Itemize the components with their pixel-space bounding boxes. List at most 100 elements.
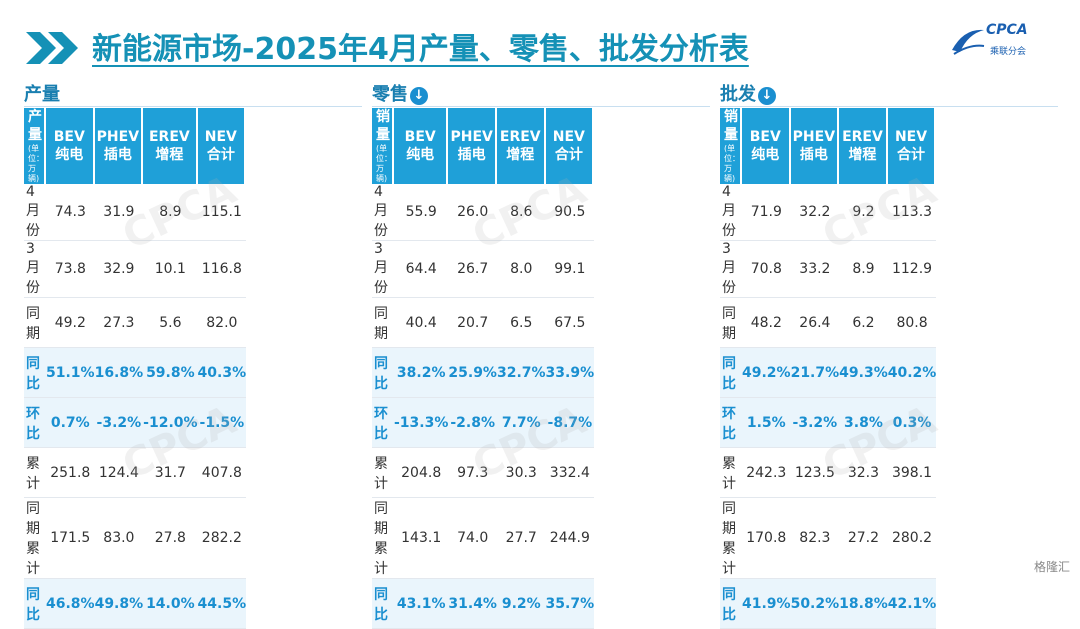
table-cell: 0.7% [46, 398, 95, 448]
data-table: 销量 (单位：万辆) BEV 纯电 PHEV 插电 EREV 增程 NEV 合计 4月份 71.9 32… [720, 108, 937, 629]
table-cell: 40.4 [394, 298, 449, 348]
table-cell: -3.2% [790, 398, 840, 448]
table-cell: 3.8% [839, 398, 888, 448]
arrow-down-circle-icon: ↓ [410, 87, 428, 105]
table-cell: 48.2 [742, 298, 791, 348]
table-row: 4月份 55.9 26.0 8.6 90.5 [372, 184, 595, 241]
table-cell: 21.7% [790, 348, 840, 398]
column-header-line2: 合计 [206, 147, 235, 163]
table-cell: 55.9 [394, 184, 449, 241]
page-title: 新能源市场-2025年4月产量、零售、批发分析表 [92, 32, 749, 67]
table-cell: 123.5 [790, 448, 840, 498]
column-header: PHEV 插电 [448, 108, 497, 184]
title-bar: 新能源市场-2025年4月产量、零售、批发分析表 CPCA 乘联分会 [20, 20, 1070, 70]
table-row: 4月份 74.3 31.9 8.9 115.1 [24, 184, 247, 241]
table-cell: 251.8 [46, 448, 95, 498]
table-cell: 31.7 [143, 448, 198, 498]
section-label: 零售 ↓ [372, 80, 428, 105]
table-cell: 115.1 [197, 184, 247, 241]
table-cell: 113.3 [887, 184, 937, 241]
column-header-line1: 销量 [376, 109, 390, 143]
table-row: 同期累计 171.5 83.0 27.8 282.2 [24, 498, 247, 579]
column-header-line2: 合计 [554, 147, 583, 163]
column-header-line1: BEV [749, 129, 781, 145]
table-cell: 0.3% [887, 398, 937, 448]
header-row: 销量 (单位：万辆) BEV 纯电 PHEV 插电 EREV 增程 NEV 合计 [372, 108, 595, 184]
table-cell: 32.7% [496, 348, 546, 398]
table-cell: 40.2% [887, 348, 937, 398]
column-header-line1: BEV [53, 129, 85, 145]
table-cell: 97.3 [448, 448, 497, 498]
table-cell: 82.3 [790, 498, 840, 579]
double-chevron-icon [26, 32, 78, 64]
table-cell: 5.6 [143, 298, 198, 348]
table-cell: 40.3% [197, 348, 247, 398]
section-divider [372, 106, 710, 107]
column-header: BEV 纯电 [46, 108, 95, 184]
column-header-line2: 插电 [103, 147, 132, 163]
table-row: 同期 48.2 26.4 6.2 80.8 [720, 298, 937, 348]
column-header: 销量 (单位：万辆) [372, 108, 394, 184]
table-row: 同期 49.2 27.3 5.6 82.0 [24, 298, 247, 348]
table-cell: 244.9 [545, 498, 595, 579]
table-cell: 7.7% [496, 398, 546, 448]
footer-watermark: 格隆汇 [1033, 560, 1070, 574]
table-cell: 27.8 [143, 498, 198, 579]
table-cell: 116.8 [197, 241, 247, 298]
table-cell: 407.8 [197, 448, 247, 498]
table-cell: 8.9 [839, 241, 888, 298]
table-cell: 32.2 [790, 184, 840, 241]
logo-text: CPCA [986, 22, 1028, 38]
column-header-line1: PHEV [792, 129, 836, 145]
table-cell: 32.3 [839, 448, 888, 498]
section-label-text: 批发 [720, 84, 756, 105]
table-cell: 6.2 [839, 298, 888, 348]
table-row: 同期 40.4 20.7 6.5 67.5 [372, 298, 595, 348]
column-header-line1: BEV [404, 129, 436, 145]
column-header: BEV 纯电 [394, 108, 449, 184]
column-header: PHEV 插电 [94, 108, 144, 184]
table-cell: 143.1 [394, 498, 449, 579]
column-header-line2: 增程 [506, 147, 535, 163]
column-header-line2: 纯电 [55, 147, 84, 163]
table-row: 同期累计 170.8 82.3 27.2 280.2 [720, 498, 937, 579]
table-row: 环比 1.5% -3.2% 3.8% 0.3% [720, 398, 937, 448]
table-cell: 33.9% [545, 348, 595, 398]
table-cell: 80.8 [887, 298, 937, 348]
table-cell: 31.9 [94, 184, 144, 241]
row-label: 3月份 [720, 241, 742, 298]
column-header-line2: (单位：万辆) [28, 144, 44, 183]
column-header-line2: 增程 [155, 147, 184, 163]
logo-subtext: 乘联分会 [990, 47, 1027, 57]
table-cell: 99.1 [545, 241, 595, 298]
table-cell: 33.2 [790, 241, 840, 298]
table-cell: 10.1 [143, 241, 198, 298]
row-label: 同比 [720, 579, 742, 629]
table-cell: 51.1% [46, 348, 95, 398]
table-row: 3月份 64.4 26.7 8.0 99.1 [372, 241, 595, 298]
table-row: 同比 41.9% 50.2% 18.8% 42.1% [720, 579, 937, 629]
row-label: 累计 [372, 448, 394, 498]
table-cell: 171.5 [46, 498, 95, 579]
table-row: 同比 43.1% 31.4% 9.2% 35.7% [372, 579, 595, 629]
column-header-line1: NEV [552, 129, 585, 145]
row-label: 同比 [372, 348, 394, 398]
row-label: 3月份 [24, 241, 46, 298]
table-cell: 27.3 [94, 298, 144, 348]
table-cell: 280.2 [887, 498, 937, 579]
column-header: EREV 增程 [839, 108, 888, 184]
table-cell: 38.2% [394, 348, 449, 398]
table-cell: 8.0 [496, 241, 546, 298]
table-cell: -1.5% [197, 398, 247, 448]
column-header-line2: 纯电 [406, 147, 435, 163]
column-header: NEV 合计 [887, 108, 937, 184]
table-row: 3月份 73.8 32.9 10.1 116.8 [24, 241, 247, 298]
section-divider [24, 106, 362, 107]
table-cell: 398.1 [887, 448, 937, 498]
table-row: 累计 204.8 97.3 30.3 332.4 [372, 448, 595, 498]
column-header-line2: (单位：万辆) [724, 144, 740, 183]
row-label: 4月份 [24, 184, 46, 241]
table-row: 同比 46.8% 49.8% 14.0% 44.5% [24, 579, 247, 629]
column-header-line1: PHEV [96, 129, 140, 145]
table-cell: 27.7 [496, 498, 546, 579]
